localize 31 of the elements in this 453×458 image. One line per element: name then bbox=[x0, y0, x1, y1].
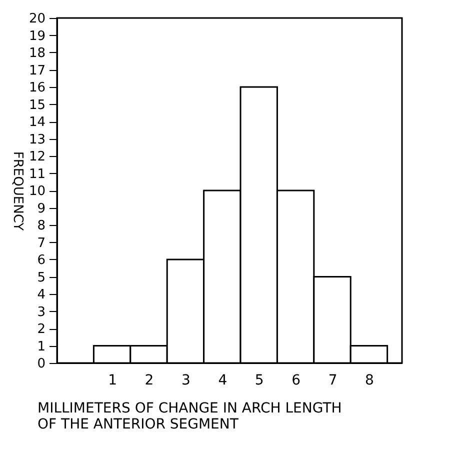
y-tick-label: 18 bbox=[28, 46, 46, 61]
y-tick-label: 15 bbox=[28, 98, 46, 113]
y-tick-label: 19 bbox=[28, 28, 46, 44]
y-tick-label: 17 bbox=[28, 63, 46, 78]
x-axis-title: MILLIMETERS OF CHANGE IN ARCH LENGTH OF THE ANTERIOR SEGMENT bbox=[38, 400, 342, 432]
x-tick-label: 8 bbox=[365, 372, 374, 388]
y-axis-title: FREQUENCY bbox=[10, 151, 25, 231]
y-tick-label: 5 bbox=[37, 270, 46, 286]
y-tick-label: 12 bbox=[28, 150, 46, 164]
y-tick-label: 0 bbox=[37, 356, 46, 372]
y-tick-label: 8 bbox=[37, 218, 46, 234]
y-tick-label: 1 bbox=[37, 339, 46, 354]
y-tick-label: 2 bbox=[37, 322, 46, 337]
x-tick-label: 7 bbox=[328, 372, 338, 388]
x-tick-label: 4 bbox=[218, 372, 228, 388]
y-tick-label: 16 bbox=[28, 80, 46, 96]
y-tick-label: 13 bbox=[28, 132, 46, 148]
x-tick-label: 3 bbox=[181, 372, 190, 388]
x-tick-label: 1 bbox=[108, 372, 118, 388]
y-tick-label: 9 bbox=[37, 201, 46, 216]
y-tick-label: 10 bbox=[28, 184, 46, 199]
y-tick-label: 6 bbox=[37, 253, 46, 268]
y-tick-label: 14 bbox=[28, 115, 46, 130]
y-tick-label: 4 bbox=[37, 288, 46, 302]
x-tick-label: 5 bbox=[254, 372, 264, 388]
y-tick-label: 3 bbox=[37, 304, 46, 320]
y-tick-label: 20 bbox=[28, 12, 46, 26]
x-tick-label: 2 bbox=[144, 372, 154, 388]
y-tick-label: 11 bbox=[28, 166, 46, 182]
y-tick-label: 7 bbox=[37, 236, 46, 251]
x-tick-label: 6 bbox=[292, 372, 301, 388]
